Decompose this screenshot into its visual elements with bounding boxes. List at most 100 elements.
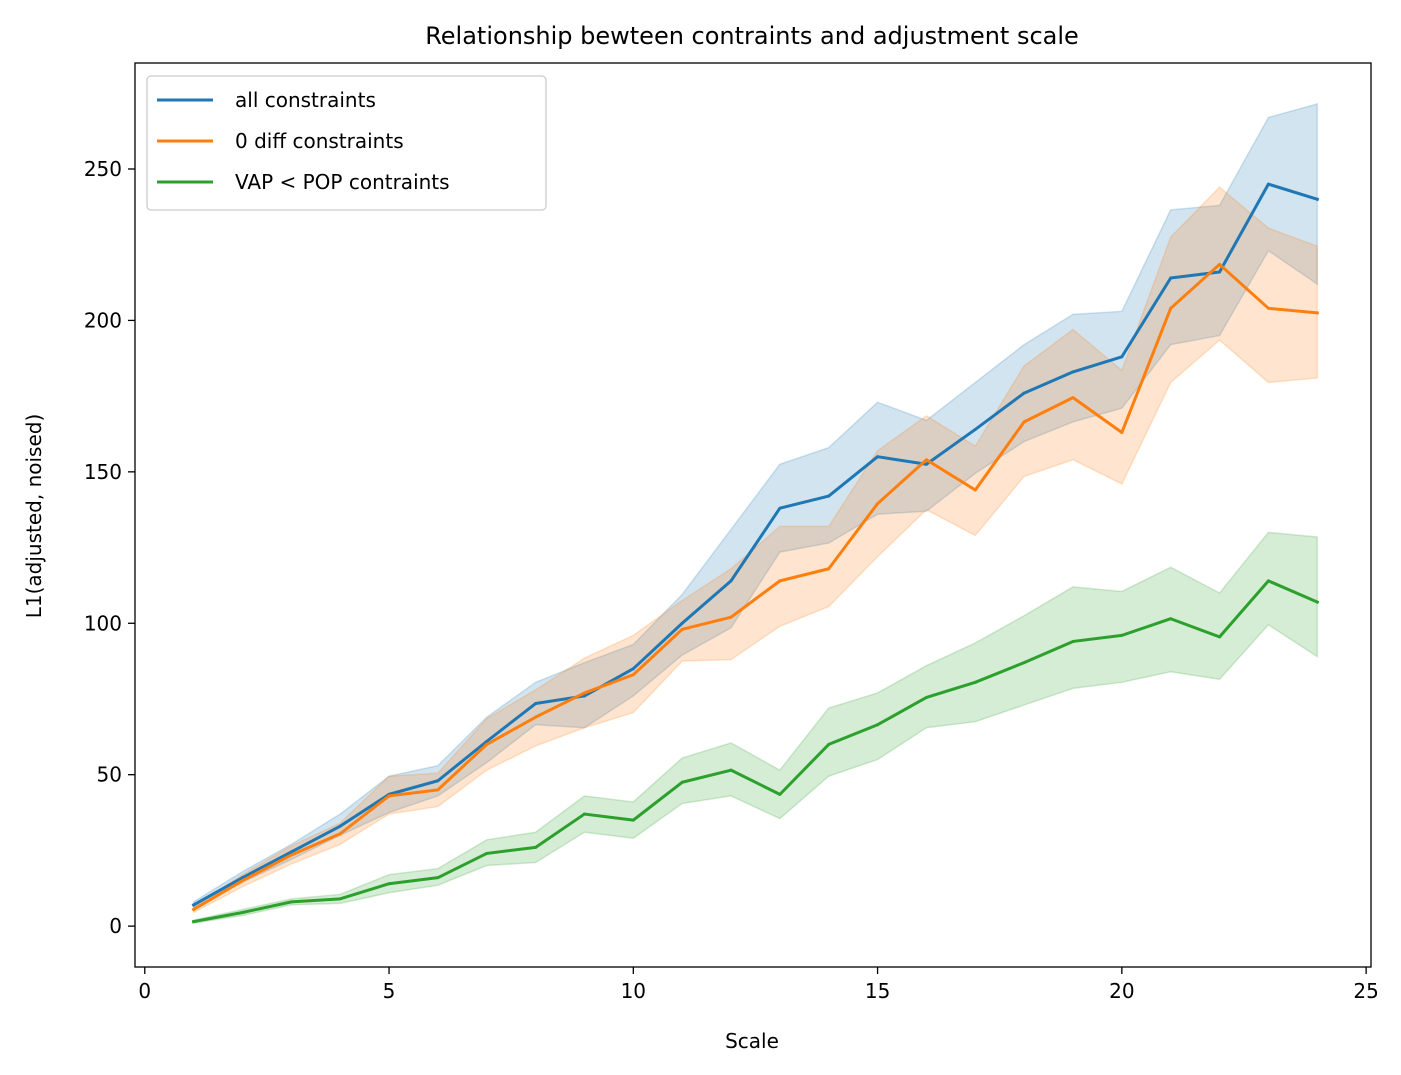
x-tick-label-15: 15 bbox=[865, 979, 890, 1003]
point-vap-pop-contraints-13 bbox=[778, 792, 782, 796]
point-0-diff-constraints-5 bbox=[387, 794, 391, 798]
point-all-constraints-19 bbox=[1071, 370, 1075, 374]
point-all-constraints-7 bbox=[485, 739, 489, 743]
point-vap-pop-contraints-21 bbox=[1169, 617, 1173, 621]
band-all-constraints bbox=[192, 102, 1319, 910]
x-tick-label-10: 10 bbox=[621, 979, 646, 1003]
point-all-constraints-15 bbox=[876, 455, 880, 459]
line-vap-pop-contraints bbox=[191, 579, 1320, 924]
point-0-diff-constraints-11 bbox=[680, 627, 684, 631]
point-0-diff-constraints-13 bbox=[778, 579, 782, 583]
point-0-diff-constraints-2 bbox=[240, 879, 244, 883]
point-vap-pop-contraints-3 bbox=[289, 900, 293, 904]
point-all-constraints-16 bbox=[924, 462, 928, 466]
point-0-diff-constraints-15 bbox=[876, 502, 880, 506]
point-all-constraints-17 bbox=[973, 427, 977, 431]
point-all-constraints-21 bbox=[1169, 276, 1173, 280]
y-axis-label: L1(adjusted, noised) bbox=[22, 414, 46, 619]
y-tick-label-100: 100 bbox=[84, 611, 122, 635]
band-0-diff-constraints bbox=[192, 186, 1319, 914]
x-tick-label-5: 5 bbox=[383, 979, 396, 1003]
point-vap-pop-contraints-9 bbox=[582, 812, 586, 816]
plot-frame bbox=[134, 62, 1372, 968]
point-0-diff-constraints-8 bbox=[534, 715, 538, 719]
point-0-diff-constraints-1 bbox=[192, 907, 196, 911]
point-0-diff-constraints-23 bbox=[1266, 306, 1270, 310]
point-vap-pop-contraints-17 bbox=[973, 680, 977, 684]
point-all-constraints-8 bbox=[534, 702, 538, 706]
x-tick-label-25: 25 bbox=[1353, 979, 1378, 1003]
series-lines bbox=[191, 182, 1320, 924]
y-tick-label-200: 200 bbox=[84, 308, 122, 332]
point-vap-pop-contraints-5 bbox=[387, 882, 391, 886]
point-0-diff-constraints-20 bbox=[1120, 430, 1124, 434]
y-tick-label-150: 150 bbox=[84, 460, 122, 484]
confidence-bands bbox=[192, 102, 1319, 924]
point-0-diff-constraints-21 bbox=[1169, 306, 1173, 310]
point-vap-pop-contraints-2 bbox=[240, 910, 244, 914]
point-vap-pop-contraints-22 bbox=[1218, 635, 1222, 639]
point-0-diff-constraints-10 bbox=[631, 673, 635, 677]
band-vap-pop-contraints bbox=[192, 531, 1319, 924]
point-all-constraints-12 bbox=[729, 579, 733, 583]
point-vap-pop-contraints-23 bbox=[1266, 579, 1270, 583]
point-all-constraints-11 bbox=[680, 621, 684, 625]
point-vap-pop-contraints-6 bbox=[436, 876, 440, 880]
point-0-diff-constraints-14 bbox=[827, 567, 831, 571]
x-tick-label-20: 20 bbox=[1109, 979, 1134, 1003]
legend-box bbox=[146, 75, 547, 211]
point-vap-pop-contraints-14 bbox=[827, 742, 831, 746]
legend: all constraints 0 diff constraints VAP < P… bbox=[146, 75, 547, 211]
point-0-diff-constraints-17 bbox=[973, 488, 977, 492]
point-0-diff-constraints-3 bbox=[289, 853, 293, 857]
point-vap-pop-contraints-19 bbox=[1071, 639, 1075, 643]
point-0-diff-constraints-4 bbox=[338, 832, 342, 836]
point-all-constraints-22 bbox=[1218, 270, 1222, 274]
legend-label-all-constraints: all constraints bbox=[235, 88, 376, 112]
point-all-constraints-9 bbox=[582, 694, 586, 698]
point-all-constraints-14 bbox=[827, 494, 831, 498]
point-vap-pop-contraints-10 bbox=[631, 818, 635, 822]
point-vap-pop-contraints-15 bbox=[876, 723, 880, 727]
point-0-diff-constraints-22 bbox=[1218, 262, 1222, 266]
point-all-constraints-23 bbox=[1266, 182, 1270, 186]
point-vap-pop-contraints-8 bbox=[534, 845, 538, 849]
point-vap-pop-contraints-24 bbox=[1315, 600, 1319, 604]
point-vap-pop-contraints-1 bbox=[192, 920, 196, 924]
point-all-constraints-1 bbox=[192, 903, 196, 907]
point-vap-pop-contraints-7 bbox=[485, 851, 489, 855]
point-all-constraints-3 bbox=[289, 850, 293, 854]
line-all-constraints bbox=[191, 182, 1320, 907]
point-0-diff-constraints-24 bbox=[1315, 311, 1319, 315]
point-all-constraints-18 bbox=[1022, 391, 1026, 395]
point-all-constraints-6 bbox=[436, 779, 440, 783]
point-all-constraints-10 bbox=[631, 667, 635, 671]
point-vap-pop-contraints-11 bbox=[680, 780, 684, 784]
point-0-diff-constraints-12 bbox=[729, 615, 733, 619]
point-all-constraints-4 bbox=[338, 824, 342, 828]
point-0-diff-constraints-19 bbox=[1071, 396, 1075, 400]
chart-title: Relationship bewteen contraints and adju… bbox=[425, 22, 1079, 50]
point-vap-pop-contraints-18 bbox=[1022, 661, 1026, 665]
y-tick-label-50: 50 bbox=[97, 763, 122, 787]
legend-label-0-diff-constraints: 0 diff constraints bbox=[235, 129, 404, 153]
y-tick-label-250: 250 bbox=[84, 157, 122, 181]
point-all-constraints-24 bbox=[1315, 197, 1319, 201]
point-0-diff-constraints-7 bbox=[485, 742, 489, 746]
point-0-diff-constraints-9 bbox=[582, 691, 586, 695]
point-all-constraints-20 bbox=[1120, 355, 1124, 359]
point-0-diff-constraints-18 bbox=[1022, 420, 1026, 424]
y-tick-label-0: 0 bbox=[109, 914, 122, 938]
y-axis-ticks: 0 50 100 150 200 250 bbox=[84, 157, 135, 938]
point-vap-pop-contraints-4 bbox=[338, 897, 342, 901]
point-vap-pop-contraints-12 bbox=[729, 768, 733, 772]
point-0-diff-constraints-16 bbox=[924, 458, 928, 462]
point-all-constraints-13 bbox=[778, 506, 782, 510]
point-vap-pop-contraints-16 bbox=[924, 695, 928, 699]
x-axis-ticks: 0 5 10 15 20 25 bbox=[138, 967, 1379, 1003]
point-0-diff-constraints-6 bbox=[436, 788, 440, 792]
x-tick-label-0: 0 bbox=[138, 979, 151, 1003]
legend-label-vap-pop-contraints: VAP < POP contraints bbox=[235, 170, 450, 194]
